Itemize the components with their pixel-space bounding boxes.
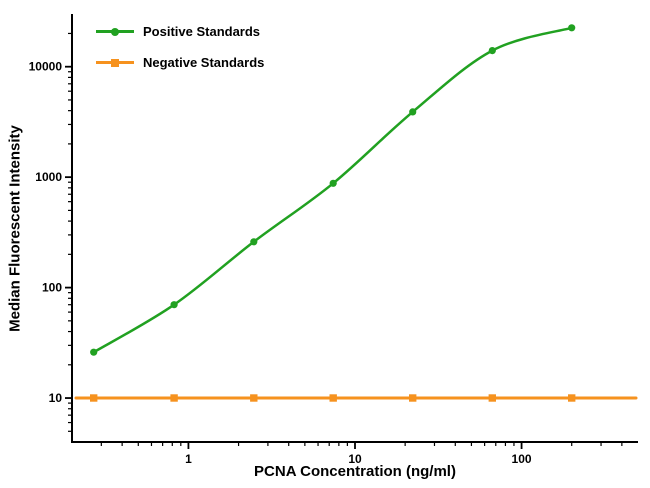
legend: Positive Standards Negative Standards: [96, 16, 264, 78]
square-marker-icon: [111, 58, 119, 67]
marker-negative-standards: [250, 394, 258, 402]
legend-item-positive-standards: Positive Standards: [96, 16, 264, 47]
y-tick-label: 10000: [29, 60, 63, 74]
marker-positive-standards: [409, 108, 417, 116]
marker-positive-standards: [329, 179, 337, 187]
y-tick-label: 1000: [35, 170, 62, 184]
x-axis-label: PCNA Concentration (ng/ml): [254, 463, 456, 480]
legend-label-negative: Negative Standards: [143, 55, 265, 70]
marker-positive-standards: [488, 47, 496, 55]
marker-positive-standards: [568, 24, 576, 32]
marker-negative-standards: [488, 394, 496, 402]
y-tick-label: 100: [42, 281, 62, 295]
legend-item-negative-standards: Negative Standards: [96, 47, 264, 78]
legend-line-negative: [96, 58, 134, 67]
x-tick-label: 1: [185, 452, 192, 466]
x-tick-label: 10: [348, 452, 362, 466]
x-tick-label: 100: [512, 452, 532, 466]
marker-positive-standards: [170, 301, 178, 309]
marker-negative-standards: [90, 394, 98, 402]
circle-marker-icon: [111, 27, 119, 36]
y-axis-label: Median Fluorescent Intensity: [6, 125, 24, 332]
marker-negative-standards: [170, 394, 178, 402]
marker-negative-standards: [329, 394, 337, 402]
marker-negative-standards: [409, 394, 417, 402]
marker-positive-standards: [250, 238, 258, 246]
legend-label-positive: Positive Standards: [143, 24, 261, 39]
marker-positive-standards: [90, 348, 98, 356]
y-tick-label: 10: [49, 391, 63, 405]
marker-negative-standards: [568, 394, 576, 402]
legend-line-positive: [96, 27, 134, 36]
